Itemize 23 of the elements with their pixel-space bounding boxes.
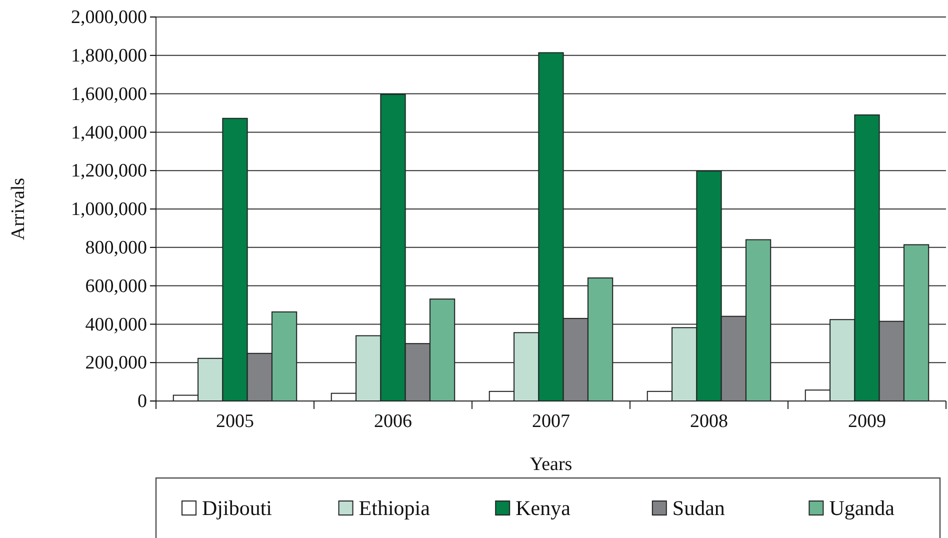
y-tick-label: 1,600,000: [71, 84, 147, 105]
legend-label: Ethiopia: [358, 496, 431, 520]
y-tick-label: 1,200,000: [71, 160, 147, 182]
y-tick-label: 200,000: [85, 352, 147, 374]
x-tick-label: 2006: [374, 410, 412, 432]
legend-label: Kenya: [516, 496, 572, 520]
legend-label: Djibouti: [202, 496, 272, 520]
legend-label: Uganda: [829, 496, 896, 520]
y-tick-label: 1,800,000: [71, 45, 147, 66]
x-axis-title: Years: [530, 454, 572, 475]
y-tick-label: 1,400,000: [71, 122, 147, 144]
y-tick-label: 600,000: [85, 276, 147, 297]
y-tick-label: 1,000,000: [71, 199, 147, 220]
x-tick-label: 2008: [690, 410, 728, 432]
y-tick-label: 400,000: [85, 314, 147, 336]
y-tick-label: 800,000: [85, 237, 147, 258]
y-tick-label: 2,000,000: [71, 7, 147, 28]
x-tick-label: 2007: [532, 410, 570, 432]
y-tick-label: 0: [138, 391, 147, 412]
x-tick-label: 2009: [848, 410, 886, 432]
y-axis-title: Arrivals: [8, 178, 29, 240]
x-tick-label: 2005: [216, 410, 254, 432]
legend-label: Sudan: [672, 496, 726, 520]
